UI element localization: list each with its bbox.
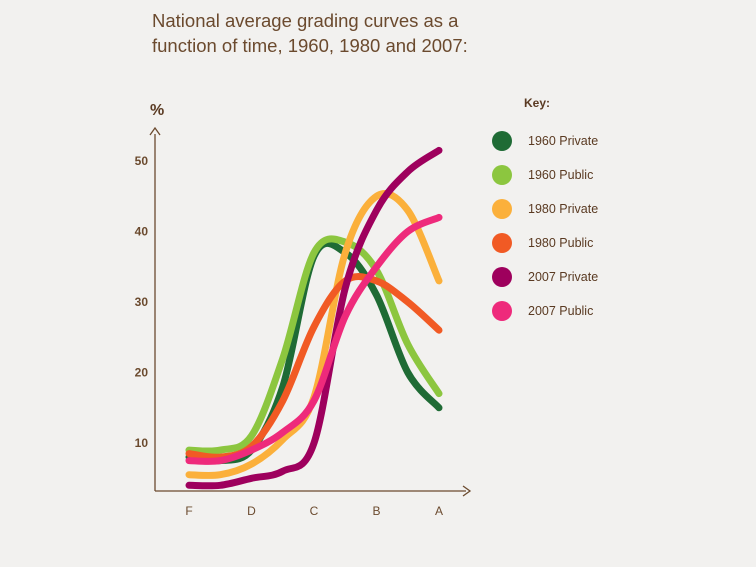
legend-swatch-2007-public — [492, 301, 512, 321]
series-line-2007-private — [185, 146, 443, 490]
legend-swatch-2007-private — [492, 267, 512, 287]
x-tick-label-F: F — [185, 504, 192, 518]
legend-label-1980-private: 1980 Private — [528, 202, 599, 216]
chart-title-line-2: function of time, 1960, 1980 and 2007: — [152, 35, 468, 56]
legend-label-1960-public: 1960 Public — [528, 168, 594, 182]
legend-title: Key: — [524, 96, 551, 110]
x-axis-arrow — [462, 485, 472, 497]
chart-title: National average grading curves as a fun… — [152, 8, 572, 58]
legend-swatch-1960-public — [492, 165, 512, 185]
chart-series-lines — [185, 146, 443, 490]
y-axis-arrow — [149, 126, 161, 136]
legend-item-2007-private: 2007 Private — [490, 260, 598, 294]
x-tick-label-A: A — [435, 504, 443, 518]
y-tick-label-20: 20 — [135, 366, 149, 380]
legend-item-1980-private: 1980 Private — [490, 192, 598, 226]
legend-item-1960-private: 1960 Private — [490, 124, 598, 158]
y-axis-unit-label: % — [150, 102, 164, 119]
chart-tick-labels: % 10 20 30 40 50 F D C B A — [135, 102, 443, 518]
legend-item-1960-public: 1960 Public — [490, 158, 598, 192]
legend-swatch-1960-private — [492, 131, 512, 151]
legend-items: 1960 Private 1960 Public 1980 Private 1980 … — [490, 124, 598, 328]
x-tick-label-B: B — [372, 504, 380, 518]
y-tick-label-40: 40 — [135, 225, 149, 239]
y-tick-label-50: 50 — [135, 154, 149, 168]
y-tick-label-30: 30 — [135, 295, 149, 309]
chart-axes — [149, 126, 472, 497]
series-line-1960-public — [185, 235, 443, 455]
chart-legend: Key: 1960 Private 1960 Public 1980 Private… — [490, 96, 598, 328]
series-line-2007-public — [185, 213, 443, 465]
legend-label-2007-public: 2007 Public — [528, 304, 594, 318]
legend-item-1980-public: 1980 Public — [490, 226, 598, 260]
series-line-1980-private — [185, 190, 443, 479]
legend-item-2007-public: 2007 Public — [490, 294, 598, 328]
legend-label-1980-public: 1980 Public — [528, 236, 594, 250]
x-tick-label-D: D — [247, 504, 256, 518]
legend-swatch-1980-private — [492, 199, 512, 219]
x-tick-label-C: C — [310, 504, 319, 518]
y-tick-label-10: 10 — [135, 436, 149, 450]
series-line-1960-private — [185, 240, 443, 465]
legend-label-1960-private: 1960 Private — [528, 134, 599, 148]
legend-label-2007-private: 2007 Private — [528, 270, 599, 284]
chart-title-line-1: National average grading curves as a — [152, 10, 459, 31]
legend-swatch-1980-public — [492, 233, 512, 253]
